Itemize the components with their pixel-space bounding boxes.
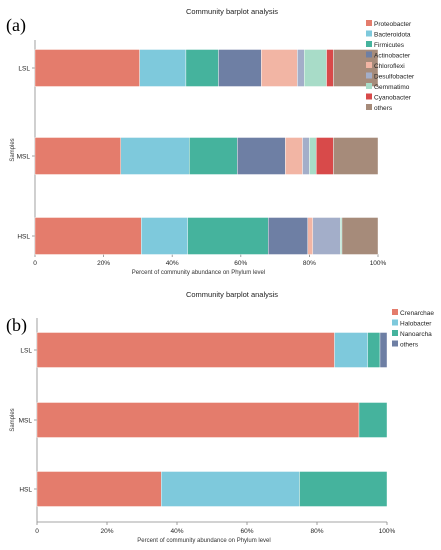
panel-label: (a) — [6, 15, 26, 36]
x-tick-label: 80% — [303, 260, 316, 267]
bar-segment — [379, 332, 388, 368]
chart-title: Community barplot analysis — [186, 290, 278, 299]
bar-segment — [304, 49, 327, 87]
category-label: HSL — [17, 234, 30, 241]
category-label: MSL — [19, 418, 33, 425]
legend-swatch — [366, 62, 372, 68]
bar-segment — [367, 332, 381, 368]
legend-swatch — [366, 104, 372, 110]
bar-segment — [285, 137, 303, 175]
legend-swatch — [366, 41, 372, 47]
bar-segment — [334, 332, 368, 368]
bar-segment — [340, 217, 343, 255]
bar-segment — [341, 217, 379, 255]
bar-segment — [316, 137, 334, 175]
bar-segment — [161, 471, 300, 507]
legend-swatch — [366, 93, 372, 100]
bar-segment — [358, 402, 388, 438]
bar-segment — [34, 137, 121, 175]
legend-swatch — [392, 340, 398, 347]
chart-panel-b: (b) Community barplot analysis 0 20% 40% 60% 8… — [6, 290, 434, 544]
x-axis-label: Percent of community abundance on Phylum… — [137, 538, 270, 544]
x-tick-label: 40% — [166, 260, 179, 267]
x-axis-label: Percent of community abundance on Phylum… — [132, 270, 265, 276]
x-tick-label: 0 — [35, 528, 39, 535]
x-tick-label: 40% — [170, 528, 183, 535]
bar-segment — [326, 49, 334, 87]
legend-entry: Proteobacter — [374, 21, 412, 28]
legend-entry: Halobacter — [400, 321, 432, 328]
y-axis-label: Samples — [10, 408, 16, 431]
bar-segment — [34, 49, 140, 87]
legend-swatch — [366, 30, 372, 37]
legend-entry: Chloroflexi — [374, 63, 405, 70]
bar-segment — [302, 137, 310, 175]
legend-entry: others — [374, 105, 393, 112]
bar-segment — [299, 471, 388, 507]
bar-segment — [268, 217, 308, 255]
bar-segment — [36, 402, 360, 438]
bar-segment — [120, 137, 190, 175]
bar-segment — [297, 49, 305, 87]
bar-segment — [218, 49, 262, 87]
legend-entry: Firmicutes — [374, 42, 405, 49]
legend-entry: Bacteroidota — [374, 32, 411, 39]
bar-segment — [36, 471, 162, 507]
x-tick-label: 60% — [240, 528, 253, 535]
x-tick-label: 100% — [379, 528, 396, 535]
legend-swatch — [392, 330, 398, 336]
bar-segment — [307, 217, 314, 255]
bar-segment — [312, 217, 341, 255]
legend-entry: Gemmatimo — [374, 84, 410, 91]
bar-segment — [309, 137, 317, 175]
category-label: LSL — [20, 348, 32, 355]
legend-swatch — [392, 319, 398, 326]
legend-swatch — [392, 309, 398, 315]
bar-segment — [34, 217, 142, 255]
bar-segment — [261, 49, 298, 87]
legend-entry: Desulfobacter — [374, 74, 415, 81]
bar-segment — [185, 49, 219, 87]
legend-entry: Cyanobacter — [374, 95, 412, 102]
bar-segment — [139, 49, 187, 87]
bar-segment — [36, 332, 335, 368]
category-label: MSL — [17, 154, 31, 161]
legend-entry: Nanoarcha — [400, 331, 432, 338]
legend-swatch — [366, 20, 372, 26]
panel-label: (b) — [6, 315, 27, 336]
bar-segment — [189, 137, 238, 175]
x-tick-label: 80% — [310, 528, 323, 535]
bar-segment — [141, 217, 188, 255]
legend-entry: others — [400, 342, 419, 349]
x-tick-label: 0 — [33, 260, 37, 267]
legend-swatch — [366, 72, 372, 79]
bar-segment — [187, 217, 269, 255]
legend-entry: Actinobacter — [374, 53, 411, 60]
x-tick-label: 20% — [97, 260, 110, 267]
x-tick-label: 20% — [100, 528, 113, 535]
chart-title: Community barplot analysis — [186, 7, 278, 16]
legend-entry: Crenarchae — [400, 310, 434, 317]
bar-segment — [237, 137, 286, 175]
x-tick-label: 100% — [370, 260, 387, 267]
x-tick-label: 60% — [234, 260, 247, 267]
legend-swatch — [366, 51, 372, 58]
category-label: LSL — [18, 66, 30, 73]
legend-swatch — [366, 83, 372, 89]
category-label: HSL — [19, 487, 32, 494]
bar-segment — [333, 137, 379, 175]
y-axis-label: Samples — [10, 138, 16, 161]
chart-panel-a: (a) Community barplot analysis 0 20% 40% 60% 8… — [6, 7, 415, 276]
